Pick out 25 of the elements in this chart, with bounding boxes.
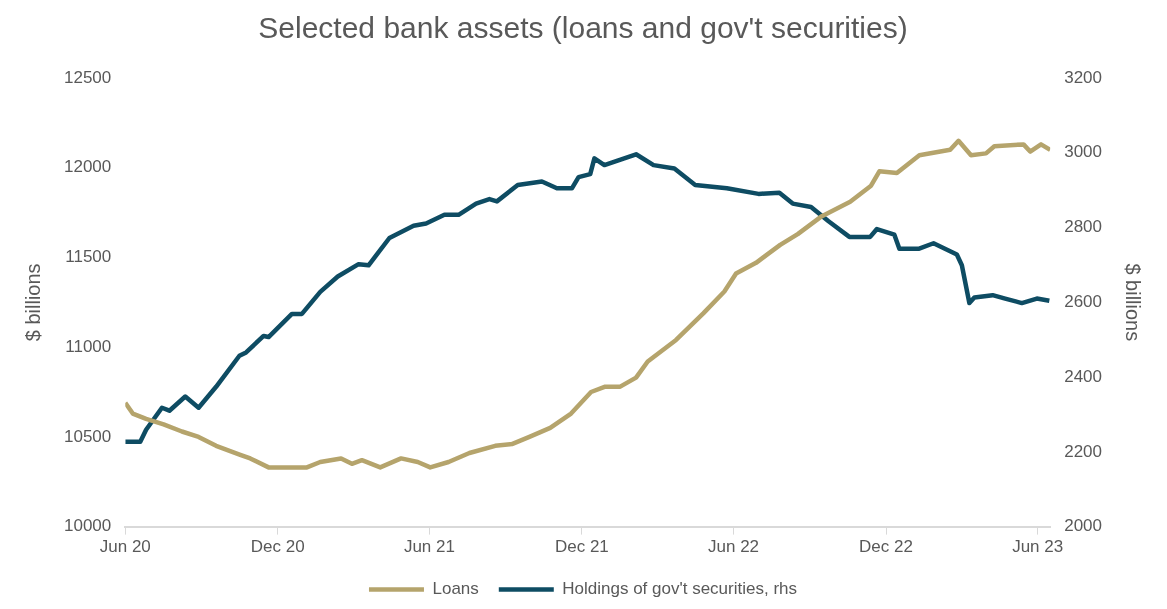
x-tick-label: Jun 22 bbox=[708, 537, 760, 557]
y-tick-label: 10000 bbox=[63, 516, 112, 536]
y2-tick-label: 2600 bbox=[1064, 291, 1103, 311]
x-tick-label: Jun 21 bbox=[403, 537, 455, 557]
y-tick-label: 10500 bbox=[63, 426, 112, 446]
y2-tick-label: 3000 bbox=[1064, 142, 1103, 162]
x-tick-label: Dec 20 bbox=[250, 537, 305, 557]
y2-tick-label: 2800 bbox=[1064, 217, 1103, 237]
y-tick-label: 12500 bbox=[63, 67, 112, 87]
legend-label: Loans bbox=[432, 579, 479, 599]
y2-tick-label: 2000 bbox=[1064, 516, 1103, 536]
y2-tick-label: 3200 bbox=[1064, 67, 1103, 87]
y-tick-label: 11500 bbox=[65, 247, 112, 267]
x-tick-label: Dec 22 bbox=[859, 537, 913, 557]
y2-tick-label: 2400 bbox=[1064, 366, 1103, 386]
y2-axis-title: $ billions bbox=[1122, 263, 1145, 342]
y-tick-label: 12000 bbox=[63, 157, 112, 177]
chart-title: Selected bank assets (loans and gov't securities) bbox=[258, 11, 908, 45]
legend-label: Holdings of gov't securities, rhs bbox=[562, 579, 798, 599]
y-tick-label: 11000 bbox=[65, 336, 112, 356]
x-tick-label: Jun 23 bbox=[1012, 537, 1064, 557]
x-tick-label: Dec 21 bbox=[554, 537, 609, 557]
y2-tick-label: 2200 bbox=[1064, 441, 1103, 461]
y-axis-title: $ billions bbox=[21, 263, 44, 342]
x-tick-label: Jun 20 bbox=[99, 537, 151, 557]
